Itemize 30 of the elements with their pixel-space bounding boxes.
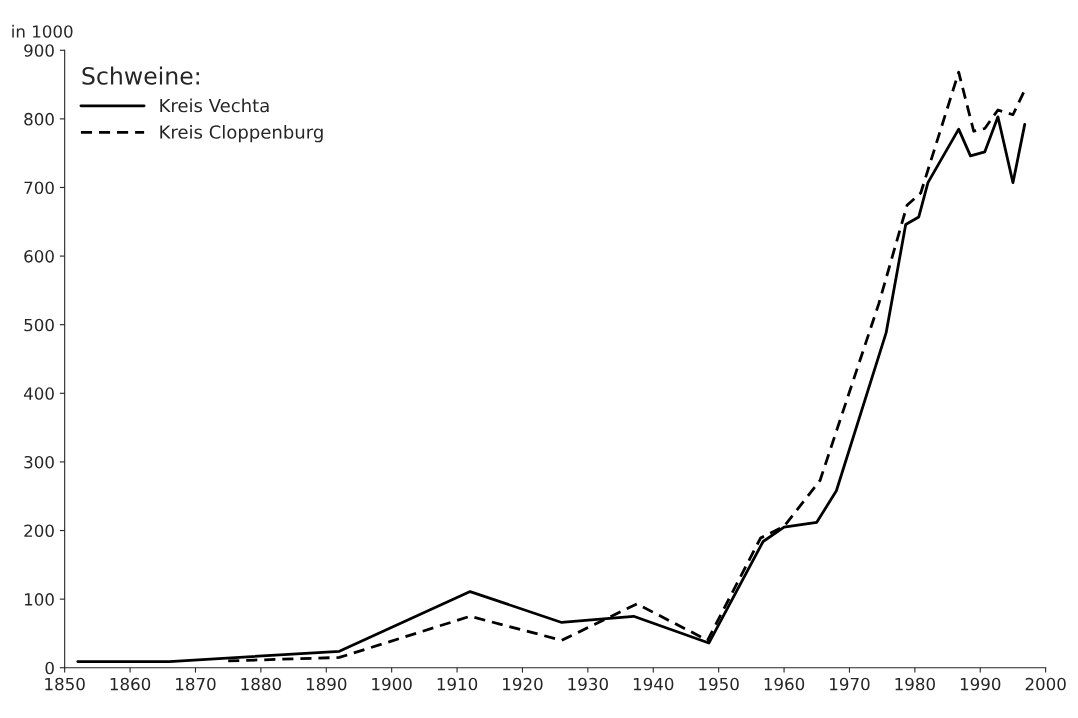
y-tick-label: 800 (24, 112, 54, 126)
x-tick-label: 1960 (764, 677, 805, 691)
x-tick-label: 1990 (960, 677, 1001, 691)
y-tick-label: 100 (24, 593, 54, 606)
x-tick-label: 1860 (110, 677, 151, 691)
x-tick-label: 1970 (830, 677, 870, 691)
x-tick-label: 1880 (241, 677, 281, 691)
y-axis-title: in 1000 (12, 24, 73, 38)
legend-label: Kreis Vechta (160, 98, 269, 113)
y-tick-label: 300 (24, 455, 54, 469)
x-tick-label: 1870 (176, 677, 216, 691)
y-tick-label: 600 (24, 250, 54, 263)
x-tick-label: 1930 (568, 677, 608, 691)
legend-label: Kreis Cloppenburg (160, 124, 323, 143)
x-tick-label: 1950 (699, 677, 739, 691)
x-tick-label: 1900 (372, 677, 412, 691)
x-tick-label: 1850 (45, 677, 85, 691)
y-tick-label: 0 (45, 661, 54, 675)
y-tick-label: 700 (24, 181, 54, 195)
y-tick-label: 400 (23, 387, 54, 400)
x-tick-label: 1980 (895, 677, 935, 691)
y-tick-label: 900 (24, 44, 54, 57)
x-tick-label: 1920 (503, 677, 543, 691)
x-tick-label: 1890 (306, 677, 347, 691)
x-tick-label: 1910 (437, 677, 478, 691)
y-tick-label: 500 (24, 318, 54, 332)
x-tick-label: 1940 (633, 677, 674, 691)
x-tick-label: 2000 (1025, 677, 1066, 691)
y-tick-label: 200 (24, 524, 54, 538)
legend-title: Schweine: (82, 66, 199, 85)
